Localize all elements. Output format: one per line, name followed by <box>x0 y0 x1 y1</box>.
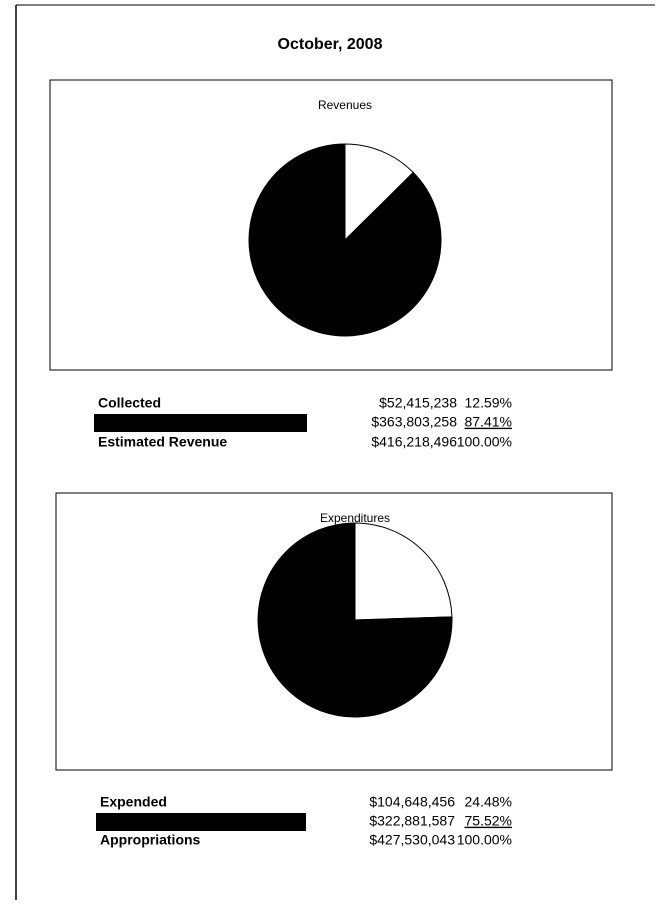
chart-frame <box>55 492 613 771</box>
pie-slice <box>354 522 453 621</box>
row-amount: $363,803,258 <box>371 414 457 430</box>
total-percent: 100.00% <box>457 434 512 450</box>
legend-highlight <box>94 414 307 432</box>
row-amount: $52,415,238 <box>379 395 457 411</box>
row-amount: $322,881,587 <box>369 813 455 829</box>
legend-highlight <box>96 813 306 831</box>
row-percent: 75.52% <box>465 813 512 829</box>
row-label: Unexpended <box>100 813 184 829</box>
row-percent: 12.59% <box>465 395 512 411</box>
row-percent: 24.48% <box>465 794 512 810</box>
chart-frame <box>49 79 613 371</box>
total-amount: $427,530,043 <box>369 832 455 848</box>
chart-title: Expenditures <box>320 511 390 525</box>
row-amount: $104,648,456 <box>369 794 455 810</box>
total-label: Estimated Revenue <box>98 434 227 450</box>
chart-title: Revenues <box>318 98 372 112</box>
row-label: Uncollected <box>98 414 177 430</box>
pie-slice <box>344 143 414 242</box>
row-label: Expended <box>100 794 167 810</box>
total-percent: 100.00% <box>457 832 512 848</box>
page-title: October, 2008 <box>278 36 383 53</box>
pie-slice <box>257 522 453 718</box>
row-percent: 87.41% <box>465 414 512 430</box>
total-label: Appropriations <box>100 832 201 848</box>
total-amount: $416,218,496 <box>371 434 457 450</box>
pie-slice <box>248 143 442 337</box>
row-label: Collected <box>98 395 161 411</box>
